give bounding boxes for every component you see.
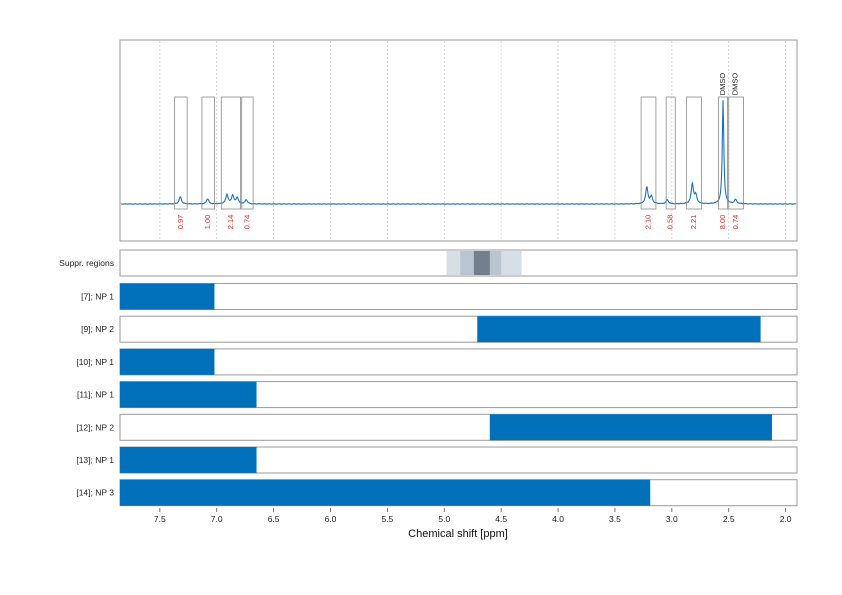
x-tick-label: 5.5 [381,514,393,524]
spectrum-panel: 0.97 1.00 2.14 0.74 2.10 0.58 2.21 8.00 0.74 DMSO… [119,39,798,242]
x-tick-label: 5.0 [438,514,450,524]
integral-box [718,96,728,210]
peak-label: DMSO [718,73,727,96]
x-tick-label: 4.0 [552,514,564,524]
x-tick-label: 4.5 [495,514,507,524]
integral-box [241,96,254,210]
region-bar [489,414,772,441]
integral-box [174,96,188,210]
region-row-label: [7]; NP 1 [81,292,114,302]
integral-label: 2.10 [643,215,652,230]
integral-box [686,96,702,210]
integral-label: 0.58 [666,215,675,230]
suppression-row-label: Suppr. regions [59,258,114,268]
region-row-label: [10]; NP 1 [76,357,114,367]
suppression-band [473,251,490,275]
x-tick-label: 2.0 [780,514,792,524]
region-row-label: [9]; NP 2 [81,324,114,334]
region-bar [120,283,215,310]
integral-label: 0.97 [176,215,185,230]
integral-box [728,96,744,210]
region-row-label: [11]; NP 1 [77,390,114,400]
region-row-label: [14]; NP 3 [76,488,114,498]
x-axis: 7.5 7.0 6.5 6.0 5.5 5.0 4.5 4.0 3.5 3.0 2.5 2.0 [154,508,792,524]
region-bar [477,316,761,343]
x-axis-title: Chemical shift [ppm] [408,528,508,540]
spectrum-trace [120,100,797,205]
region-bar [120,447,257,473]
region-row-frame [119,348,798,376]
integral-label: 0.74 [731,215,740,230]
region-bar [120,479,651,506]
integral-label: 2.21 [689,215,698,230]
spectrum-frame [119,39,798,242]
region-bar [120,348,215,375]
x-tick-label: 2.5 [723,514,735,524]
integral-box [220,96,242,210]
x-tick-label: 3.0 [666,514,678,524]
peak-label: DMSO [731,73,740,96]
x-tick-label: 7.0 [211,514,223,524]
x-tick-label: 3.5 [609,514,621,524]
integral-box [640,96,657,210]
region-rows: [7]; NP 1 [9]; NP 2 [10]; NP 1 [11]; NP 1 [1… [76,283,798,507]
suppression-regions-panel: Suppr. regions [59,249,798,277]
integral-box [201,96,215,210]
integral-label: 2.14 [226,215,235,230]
region-row-label: [13]; NP 1 [76,455,114,465]
region-row-frame [119,283,798,310]
x-tick-label: 6.5 [268,514,280,524]
integral-label: 8.00 [718,215,727,230]
x-tick-label: 7.5 [154,514,166,524]
integral-label: 1.00 [203,215,212,230]
integral-box [665,96,676,210]
region-row-label: [12]; NP 2 [76,422,114,432]
x-tick-label: 6.0 [325,514,337,524]
integral-label: 0.74 [242,215,251,230]
region-bar [120,381,257,408]
